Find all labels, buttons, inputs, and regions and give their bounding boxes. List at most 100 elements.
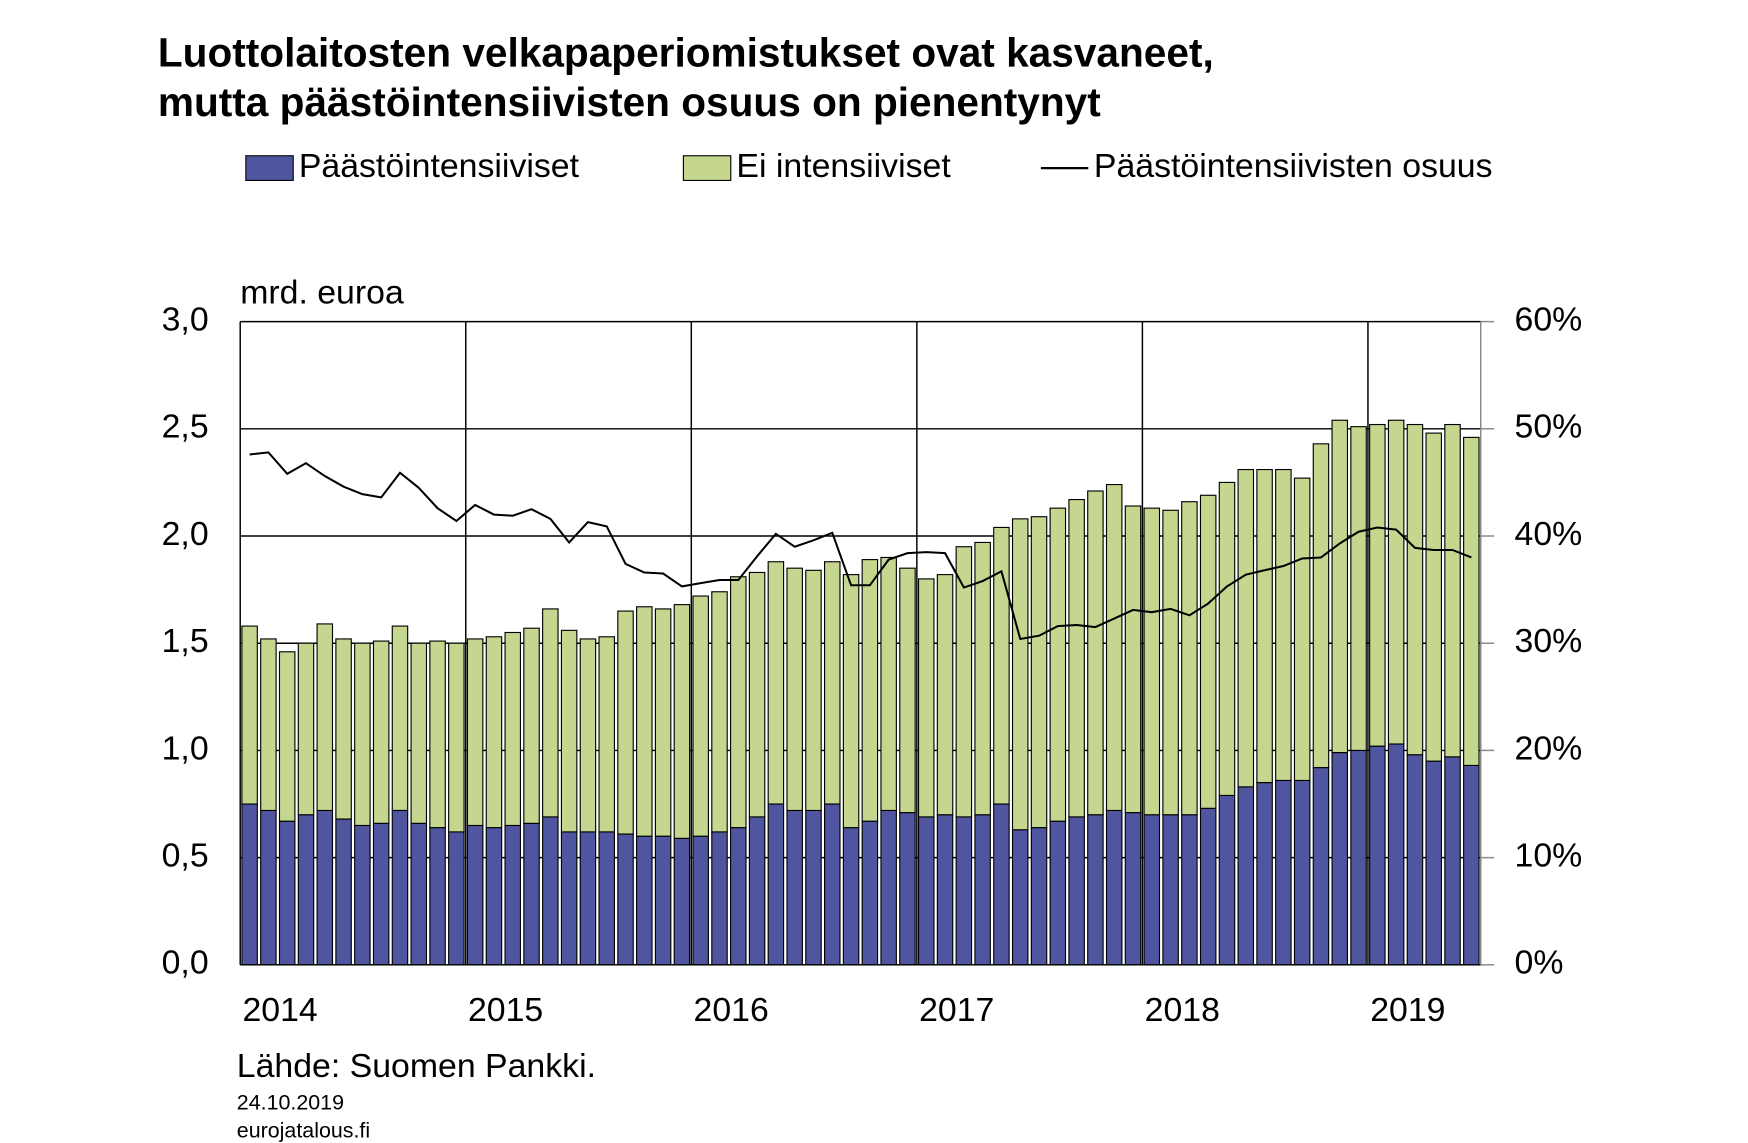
legend-swatch (682, 155, 732, 181)
bar (1143, 814, 1161, 966)
bar (767, 803, 785, 966)
bar (335, 818, 352, 966)
bar (824, 803, 841, 966)
bar (560, 629, 578, 833)
bar (1387, 743, 1405, 966)
bar (1011, 518, 1029, 831)
bar (636, 835, 653, 966)
y-axis-label: mrd. euroa (240, 274, 404, 312)
bar (1425, 760, 1443, 966)
bar (861, 820, 879, 966)
bar (1275, 779, 1292, 966)
bar (880, 556, 897, 812)
bar (899, 567, 916, 814)
date: 24.10.2019 (237, 1090, 344, 1114)
bar (1369, 745, 1386, 966)
y-tick-label: 2,5 (162, 408, 209, 446)
bar (1463, 764, 1480, 966)
bar (466, 824, 484, 966)
bar (899, 812, 916, 966)
bar (542, 816, 559, 966)
bar (1030, 827, 1048, 966)
bar (1425, 432, 1443, 762)
bar (917, 816, 935, 966)
bar (805, 569, 822, 812)
bar (372, 640, 390, 824)
bar (1293, 779, 1311, 966)
x-tick-label: 2017 (919, 991, 994, 1029)
bar (1199, 494, 1217, 809)
bar (260, 638, 277, 812)
y2-tick-label: 40% (1515, 515, 1583, 553)
y2-tick-label: 60% (1515, 301, 1583, 339)
bar (993, 803, 1010, 966)
bar (429, 827, 446, 966)
bar (842, 574, 860, 829)
bar (372, 822, 390, 966)
bar (354, 642, 371, 827)
bar (1463, 436, 1480, 766)
bar (1331, 419, 1349, 754)
bar (542, 608, 559, 818)
bar (1237, 468, 1255, 788)
x-tick-label: 2015 (468, 991, 543, 1029)
y-tick-label: 3,0 (162, 301, 209, 339)
bar (429, 640, 446, 829)
bar (485, 827, 503, 966)
bar (297, 814, 315, 966)
website: eurojatalous.fi (237, 1118, 370, 1142)
bar (410, 642, 428, 824)
bar (523, 822, 540, 966)
bar (1181, 814, 1198, 966)
bar (1181, 501, 1198, 816)
y2-tick-label: 20% (1515, 729, 1583, 767)
y-tick-label: 0,0 (162, 944, 209, 982)
bar (1105, 809, 1123, 966)
bar (278, 651, 296, 822)
bar (936, 574, 954, 816)
bar (730, 827, 747, 966)
bar (880, 809, 897, 966)
bar (692, 835, 709, 966)
bar (1312, 767, 1330, 966)
bar (786, 809, 803, 966)
x-tick-label: 2014 (242, 991, 317, 1029)
bar (748, 571, 766, 818)
legend-label: Päästöintensiivisten osuus (1094, 147, 1493, 185)
bar (504, 631, 522, 827)
bar (1218, 794, 1236, 966)
bar (711, 831, 728, 966)
bar (1162, 814, 1179, 966)
bar (786, 567, 803, 812)
x-tick-label: 2016 (694, 991, 769, 1029)
legend-swatch (245, 155, 294, 181)
bar (1312, 443, 1330, 769)
line (249, 451, 1472, 641)
bar (1406, 423, 1424, 756)
bar (730, 576, 747, 829)
bar (748, 816, 766, 966)
bar (617, 610, 634, 835)
bar (1350, 749, 1367, 966)
bar (711, 591, 728, 833)
bar (1406, 754, 1424, 966)
bar (1444, 423, 1461, 758)
bar (673, 604, 691, 839)
bar (448, 831, 465, 966)
y2-tick-label: 30% (1515, 622, 1583, 660)
bar (1218, 481, 1236, 797)
bar (1444, 756, 1461, 966)
legend-label: Ei intensiiviset (736, 147, 951, 185)
bar (617, 833, 634, 966)
bar (579, 831, 597, 966)
bar (410, 822, 428, 966)
bar (917, 578, 935, 818)
bar (391, 809, 409, 966)
bar (1331, 752, 1349, 966)
bar (767, 561, 785, 805)
bar (1087, 814, 1104, 966)
bar (278, 820, 296, 966)
bar (466, 638, 484, 827)
bar (1256, 468, 1273, 784)
